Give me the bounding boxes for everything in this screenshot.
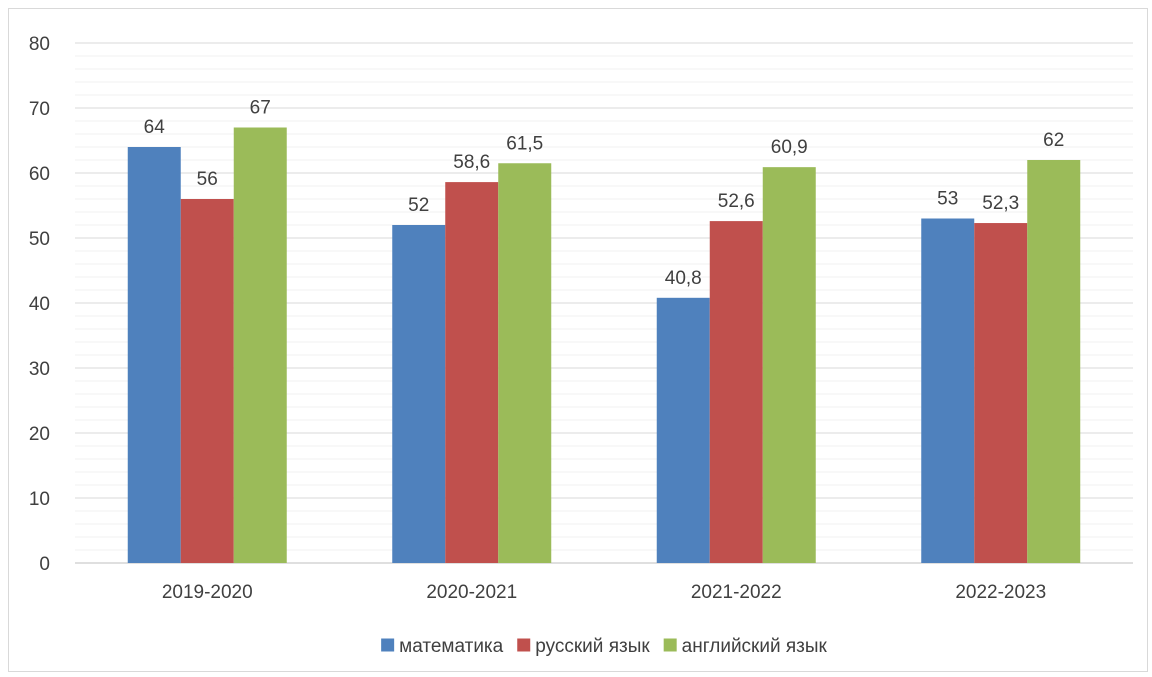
legend-label: математика xyxy=(399,636,504,657)
legend-swatch xyxy=(517,638,531,652)
data-label: 62 xyxy=(1043,130,1064,151)
y-tick-label: 60 xyxy=(29,164,50,185)
x-tick-label: 2019-2020 xyxy=(162,582,253,603)
bar xyxy=(233,127,287,563)
data-label: 67 xyxy=(250,98,271,119)
x-axis-ticks: 2019-2020 2020-2021 2021-2022 2022-2023 xyxy=(162,582,1046,603)
bar xyxy=(656,297,710,563)
legend-item: русский язык xyxy=(517,636,650,657)
data-label: 61,5 xyxy=(506,133,543,154)
legend-item: английский язык xyxy=(663,636,828,657)
y-tick-label: 50 xyxy=(29,229,50,250)
legend-label: английский язык xyxy=(682,636,828,657)
data-label: 52 xyxy=(408,195,429,216)
legend-label: русский язык xyxy=(535,636,650,657)
data-label: 64 xyxy=(144,117,166,138)
legend: математика русский язык английский язык xyxy=(381,636,828,657)
legend-swatch xyxy=(381,638,395,652)
x-tick-label: 2020-2021 xyxy=(426,582,517,603)
y-axis-ticks: 0 10 20 30 40 50 60 70 80 xyxy=(29,34,50,575)
data-labels: 64 56 67 52 58,6 61,5 40,8 52,6 60,9 53 52,3 62 xyxy=(144,98,1065,289)
bar xyxy=(974,223,1028,564)
data-label: 56 xyxy=(197,169,218,190)
bar xyxy=(498,163,552,563)
data-label: 52,6 xyxy=(718,191,755,212)
bar xyxy=(392,225,446,563)
bar xyxy=(709,221,763,563)
bars xyxy=(127,127,1081,564)
legend-item: математика xyxy=(381,636,504,657)
legend-swatch xyxy=(663,638,677,652)
y-tick-label: 0 xyxy=(39,554,50,575)
data-label: 52,3 xyxy=(982,193,1019,214)
data-label: 53 xyxy=(937,189,958,210)
bar xyxy=(762,167,816,563)
y-tick-label: 10 xyxy=(29,489,50,510)
bar xyxy=(445,182,499,563)
y-tick-label: 40 xyxy=(29,294,50,315)
y-tick-label: 20 xyxy=(29,424,50,445)
data-label: 40,8 xyxy=(665,268,702,289)
data-label: 58,6 xyxy=(453,152,490,173)
bar xyxy=(921,218,975,563)
bar xyxy=(127,147,181,563)
x-tick-label: 2022-2023 xyxy=(955,582,1046,603)
x-tick-label: 2021-2022 xyxy=(691,582,782,603)
y-tick-label: 30 xyxy=(29,359,50,380)
y-tick-label: 80 xyxy=(29,34,50,55)
y-tick-label: 70 xyxy=(29,99,50,120)
bar xyxy=(1027,160,1081,563)
bar xyxy=(180,199,234,563)
data-label: 60,9 xyxy=(771,137,808,158)
